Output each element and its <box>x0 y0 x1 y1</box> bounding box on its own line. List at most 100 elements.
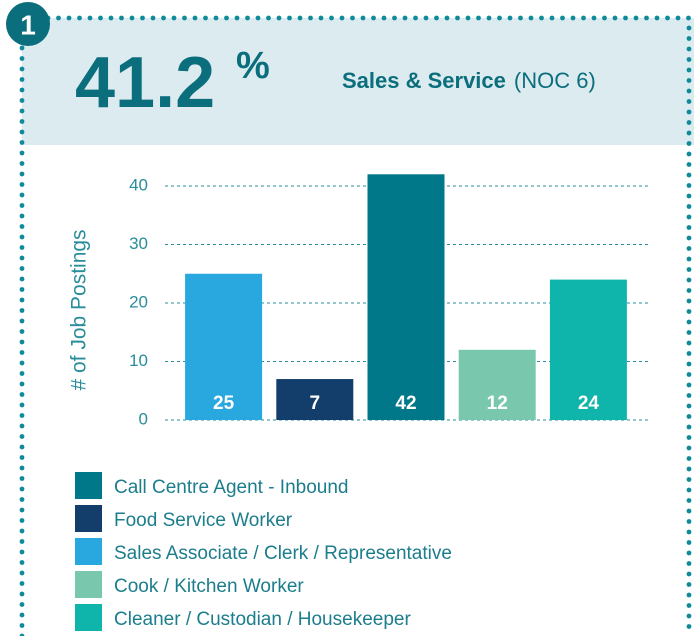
border-dot <box>497 15 502 21</box>
border-dot <box>19 108 25 114</box>
border-dot <box>213 15 219 21</box>
bar <box>276 379 354 420</box>
border-dot <box>686 36 692 41</box>
border-dot <box>654 15 660 21</box>
bar <box>549 279 627 420</box>
border-dot <box>19 381 25 387</box>
border-dot <box>19 360 25 366</box>
border-dot <box>686 57 692 62</box>
border-dot <box>686 456 692 461</box>
border-dot <box>276 15 282 21</box>
border-dot <box>19 98 25 103</box>
border-dot <box>686 424 692 430</box>
border-dot <box>686 414 692 419</box>
y-tick-label: 10 <box>129 351 148 370</box>
border-dot <box>19 45 25 51</box>
border-dot <box>591 15 597 21</box>
border-dot <box>686 309 692 314</box>
border-dot <box>686 120 692 125</box>
border-dot <box>19 497 25 502</box>
border-dot <box>423 15 429 21</box>
border-dot <box>77 15 82 21</box>
border-dot <box>150 15 156 21</box>
border-dot <box>19 150 25 156</box>
border-dot <box>612 15 618 21</box>
legend-swatch <box>75 604 102 631</box>
bar <box>367 174 445 420</box>
legend-label: Call Centre Agent - Inbound <box>114 477 349 498</box>
border-dot <box>19 423 25 429</box>
legend-swatch <box>75 505 102 532</box>
border-dot <box>19 245 25 250</box>
border-dot <box>203 15 208 21</box>
border-dot <box>19 318 25 324</box>
legend-label: Food Service Worker <box>114 510 293 531</box>
border-dot <box>19 339 25 345</box>
border-dot <box>686 172 692 178</box>
sector-line: Sales & Service (NOC 6) <box>342 68 596 93</box>
border-dot <box>686 235 692 241</box>
border-dot <box>19 444 25 450</box>
border-dot <box>19 581 25 586</box>
sector-code: (NOC 6) <box>514 68 596 93</box>
dotted-border <box>19 15 692 636</box>
border-dot <box>444 15 450 21</box>
border-dot <box>549 15 555 21</box>
border-dot <box>19 570 25 576</box>
border-dot <box>19 129 25 135</box>
border-dot <box>686 550 692 556</box>
border-dot <box>19 308 25 313</box>
bar-value-label: 25 <box>213 393 235 414</box>
border-dot <box>570 15 576 21</box>
border-dot <box>19 413 25 418</box>
border-dot <box>686 298 692 304</box>
legend-label: Cook / Kitchen Worker <box>114 576 304 597</box>
bar-value-label: 12 <box>487 393 508 414</box>
badge <box>6 2 50 46</box>
border-dot <box>19 402 25 408</box>
bar-value-label: 24 <box>578 393 600 414</box>
border-dot <box>234 15 240 21</box>
border-dot <box>19 476 25 481</box>
headline-unit: % <box>236 45 270 87</box>
y-tick-label: 40 <box>129 175 148 194</box>
border-dot <box>686 330 692 335</box>
border-dot <box>644 15 649 21</box>
border-dot <box>686 256 692 262</box>
border-dot <box>19 329 25 334</box>
border-dot <box>686 603 692 608</box>
border-dot <box>686 498 692 503</box>
border-dot <box>686 225 692 230</box>
border-dot <box>19 465 25 471</box>
border-dot <box>140 15 145 21</box>
border-dot <box>56 15 61 21</box>
border-dot <box>171 15 177 21</box>
border-dot <box>19 276 25 282</box>
border-dot <box>339 15 345 21</box>
border-dot <box>297 15 303 21</box>
border-dot <box>360 15 366 21</box>
border-dot <box>455 15 460 21</box>
border-dot <box>19 77 25 82</box>
border-dot <box>686 319 692 325</box>
border-dot <box>19 56 25 61</box>
border-dot <box>675 15 681 21</box>
border-dot <box>19 161 25 166</box>
border-dot <box>465 15 471 21</box>
border-dot <box>686 141 692 146</box>
border-dot <box>119 15 124 21</box>
border-dot <box>224 15 229 21</box>
border-dot <box>665 15 670 21</box>
border-dot <box>602 15 607 21</box>
border-dot <box>686 592 692 598</box>
border-dot <box>19 528 25 534</box>
border-dot <box>686 540 692 545</box>
border-dot <box>507 15 513 21</box>
border-dot <box>686 130 692 136</box>
border-dot <box>402 15 408 21</box>
border-dot <box>98 15 103 21</box>
bar <box>458 349 536 420</box>
header-band <box>22 18 694 145</box>
border-dot <box>686 183 692 188</box>
border-dot <box>686 571 692 577</box>
